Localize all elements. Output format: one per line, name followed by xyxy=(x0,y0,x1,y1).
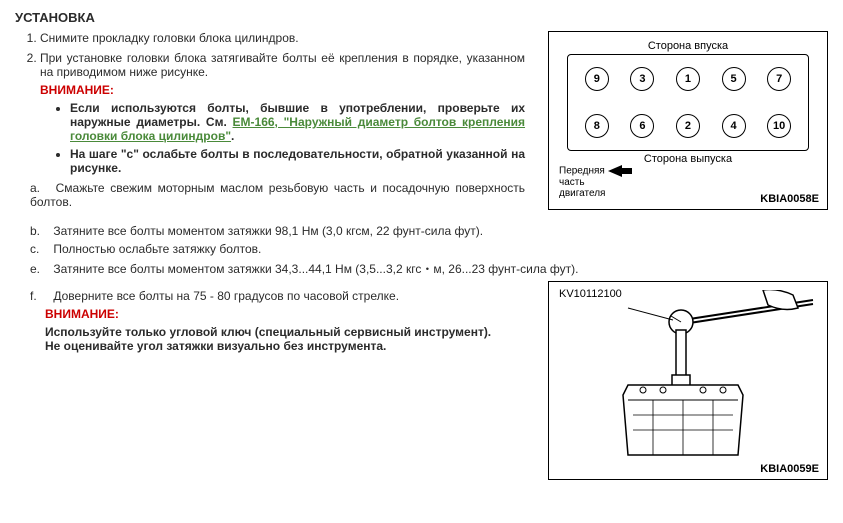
arrow-left-icon xyxy=(608,165,622,177)
step-c: c. Полностью ослабьте затяжку болтов. xyxy=(30,242,828,256)
bolt-6: 6 xyxy=(630,114,654,138)
main-steps-list: Снимите прокладку головки блока цилиндро… xyxy=(15,31,525,175)
figure-torque-wrench: KV10112100 xyxy=(548,281,828,480)
step-e-letter: e. xyxy=(30,262,50,276)
bullet-1: Если используются болты, бывшие в употре… xyxy=(70,101,525,143)
attention-block-2: ВНИМАНИЕ: Используйте только угловой клю… xyxy=(45,307,525,353)
attention-label-1: ВНИМАНИЕ: xyxy=(40,83,525,97)
bolt-2: 2 xyxy=(676,114,700,138)
attention-2-line2: Не оценивайте угол затяжки визуально без… xyxy=(45,339,525,353)
cylinder-head-outline: 9 3 1 5 7 8 6 2 4 10 xyxy=(567,54,809,151)
attention-label-2: ВНИМАНИЕ: xyxy=(45,307,525,321)
step-b: b. Затяните все болты моментом затяжки 9… xyxy=(30,224,828,238)
figure-2-code: KBIA0059E xyxy=(760,463,819,475)
step-f: f. Доверните все болты на 75 - 80 градус… xyxy=(30,289,525,303)
left-column-bottom: f. Доверните все болты на 75 - 80 градус… xyxy=(15,285,525,353)
bolt-diagram: Сторона впуска 9 3 1 5 7 8 6 2 4 10 Стор… xyxy=(557,40,819,205)
bolt-1: 1 xyxy=(676,67,700,91)
front-text-1: Передняя xyxy=(559,166,605,177)
step-e-text: Затяните все болты моментом затяжки 34,3… xyxy=(53,262,578,276)
step-b-text: Затяните все болты моментом затяжки 98,1… xyxy=(53,224,483,238)
step-2-text: При установке головки блока затягивайте … xyxy=(40,51,525,79)
step-a-text: Смажьте свежим моторным маслом резьбовую… xyxy=(30,181,525,209)
step-c-letter: c. xyxy=(30,242,50,256)
right-column-bottom: KV10112100 xyxy=(548,281,828,490)
attention-bullets: Если используются болты, бывшие в употре… xyxy=(40,101,525,175)
step-1: Снимите прокладку головки блока цилиндро… xyxy=(40,31,525,45)
bolt-8: 8 xyxy=(585,114,609,138)
bolt-9: 9 xyxy=(585,67,609,91)
front-text-3: двигателя xyxy=(559,188,605,199)
step-f-text: Доверните все болты на 75 - 80 градусов … xyxy=(53,289,399,303)
engine-front-label: Передняя часть двигателя xyxy=(559,165,632,199)
bolt-3: 3 xyxy=(630,67,654,91)
step-a: a. Смажьте свежим моторным маслом резьбо… xyxy=(30,181,525,209)
tool-number-label: KV10112100 xyxy=(559,288,622,300)
step-2: При установке головки блока затягивайте … xyxy=(40,51,525,175)
step-a-letter: a. xyxy=(30,181,50,195)
bolt-row-top: 9 3 1 5 7 xyxy=(568,67,808,91)
step-f-letter: f. xyxy=(30,289,50,303)
bolt-row-bottom: 8 6 2 4 10 xyxy=(568,114,808,138)
attention-2-line1: Используйте только угловой ключ (специал… xyxy=(45,325,525,339)
bolt-10: 10 xyxy=(767,114,791,138)
bolt-7: 7 xyxy=(767,67,791,91)
step-e: e. Затяните все болты моментом затяжки 3… xyxy=(30,260,828,277)
right-column-top: Сторона впуска 9 3 1 5 7 8 6 2 4 10 Стор… xyxy=(548,31,828,220)
step-b-letter: b. xyxy=(30,224,50,238)
bolt-4: 4 xyxy=(722,114,746,138)
arrow-body-icon xyxy=(622,168,632,174)
bolt-5: 5 xyxy=(722,67,746,91)
bullet-1-text-b: . xyxy=(231,129,234,143)
figure-1-code: KBIA0058E xyxy=(760,193,819,205)
figure-bolt-sequence: Сторона впуска 9 3 1 5 7 8 6 2 4 10 Стор… xyxy=(548,31,828,210)
step-c-text: Полностью ослабьте затяжку болтов. xyxy=(53,242,261,256)
section-heading: УСТАНОВКА xyxy=(15,10,828,25)
front-text-2: часть xyxy=(559,177,585,188)
torque-wrench-illustration xyxy=(558,290,818,460)
left-column: Снимите прокладку головки блока цилиндро… xyxy=(15,31,525,213)
exhaust-side-label: Сторона выпуска xyxy=(557,153,819,165)
intake-side-label: Сторона впуска xyxy=(557,40,819,52)
bullet-2: На шаге "c" ослабьте болты в последовате… xyxy=(70,147,525,175)
